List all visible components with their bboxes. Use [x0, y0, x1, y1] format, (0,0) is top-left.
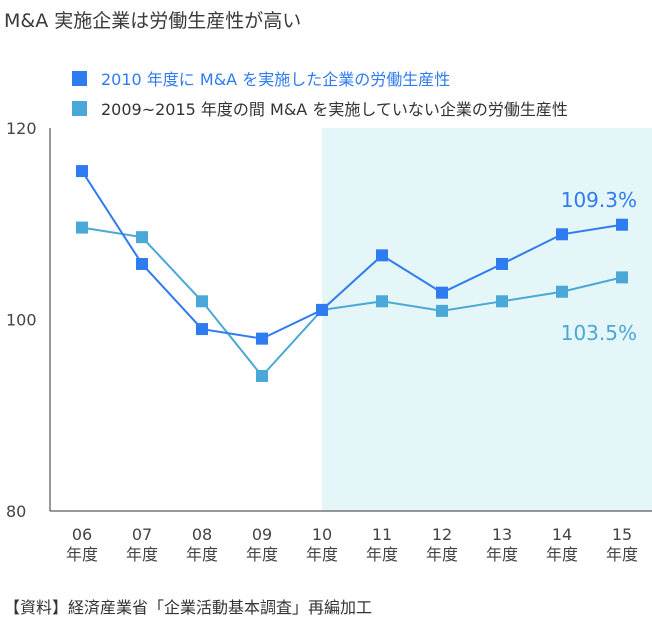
x-tick-unit-label: 年度: [66, 545, 98, 564]
series-2-point: [76, 221, 88, 234]
x-tick-unit-label: 年度: [306, 545, 338, 564]
x-tick-label: 07: [132, 525, 152, 544]
series-2-point: [436, 304, 448, 317]
series-1-point: [496, 257, 508, 270]
series-2-point: [256, 369, 268, 382]
series-1-point: [76, 165, 88, 178]
series-1-point: [316, 303, 328, 316]
x-tick-label: 14: [552, 525, 572, 544]
series-2-point: [196, 295, 208, 308]
legend-swatch-series-1: [72, 70, 87, 86]
y-tick-label: 120: [6, 119, 37, 138]
series-1-line: [81, 170, 623, 340]
x-tick-label: 06: [72, 525, 92, 544]
chart-title: M&A 実施企業は労働生産性が高い: [4, 10, 302, 32]
series-1-point: [196, 323, 208, 336]
x-tick-label: 08: [192, 525, 212, 544]
x-tick-label: 09: [252, 525, 272, 544]
series-2-point: [376, 295, 388, 308]
x-tick-label: 10: [312, 525, 332, 544]
x-tick-unit-label: 年度: [366, 545, 398, 564]
series-2-point: [136, 231, 148, 244]
x-tick-unit-label: 年度: [486, 545, 518, 564]
x-tick-label: 15: [612, 525, 632, 544]
x-tick-unit-label: 年度: [126, 545, 158, 564]
series-1-point: [136, 257, 148, 270]
legend-swatch-series-2: [72, 100, 87, 116]
series-1-point: [376, 249, 388, 262]
x-tick-unit-label: 年度: [606, 545, 638, 564]
highlight-region: [322, 128, 652, 511]
series-2-point: [616, 271, 628, 284]
x-tick-unit-label: 年度: [246, 545, 278, 564]
x-tick-label: 13: [492, 525, 512, 544]
x-tick-unit-label: 年度: [546, 545, 578, 564]
series-1-point: [256, 332, 268, 345]
series-2-point: [496, 295, 508, 308]
series-1-end-label: 109.3%: [561, 188, 637, 212]
y-tick-label: 100: [6, 311, 37, 330]
legend-item-series-2: 2009~2015 年度の間 M&A を実施していない企業の労働生産性: [72, 96, 568, 120]
series-2-point: [556, 285, 568, 298]
series-2-line: [81, 226, 623, 378]
legend-label-series-1: 2010 年度に M&A を実施した企業の労働生産性: [101, 70, 451, 89]
source-note: 【資料】経済産業省「企業活動基本調査」再編加工: [4, 598, 373, 617]
legend-label-series-2: 2009~2015 年度の間 M&A を実施していない企業の労働生産性: [101, 100, 568, 119]
x-tick-label: 11: [372, 525, 392, 544]
x-tick-unit-label: 年度: [186, 545, 218, 564]
series-1-point: [556, 228, 568, 241]
series-2-end-label: 103.5%: [561, 321, 637, 345]
x-tick-label: 12: [432, 525, 452, 544]
series-1-point: [616, 218, 628, 231]
series-1-point: [436, 286, 448, 299]
x-tick-unit-label: 年度: [426, 545, 458, 564]
y-tick-label: 80: [6, 502, 26, 521]
legend-item-series-1: 2010 年度に M&A を実施した企業の労働生産性: [72, 66, 450, 90]
